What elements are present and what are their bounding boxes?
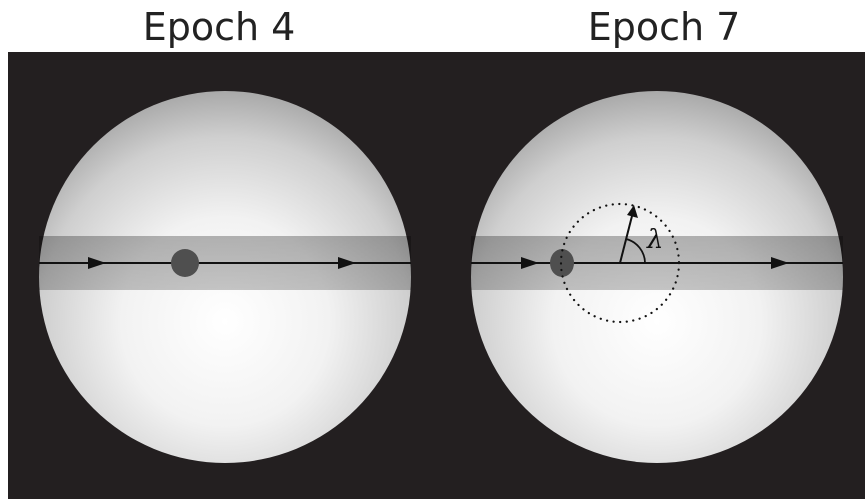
arrow-icon [338,257,356,269]
epoch-7-panel: λ [471,91,843,463]
dotted-circle [559,202,681,324]
epoch-4-panel [39,91,411,463]
arrow-icon [771,257,789,269]
epoch-7-title: Epoch 7 [587,5,741,49]
arrow-icon [521,257,539,269]
epoch-4-title: Epoch 4 [142,5,296,49]
planet-left [171,249,199,277]
arrow-icon [88,257,106,269]
angle-label: λ [646,225,663,255]
angle-arc [625,238,646,264]
arrow-head-icon [627,205,638,218]
